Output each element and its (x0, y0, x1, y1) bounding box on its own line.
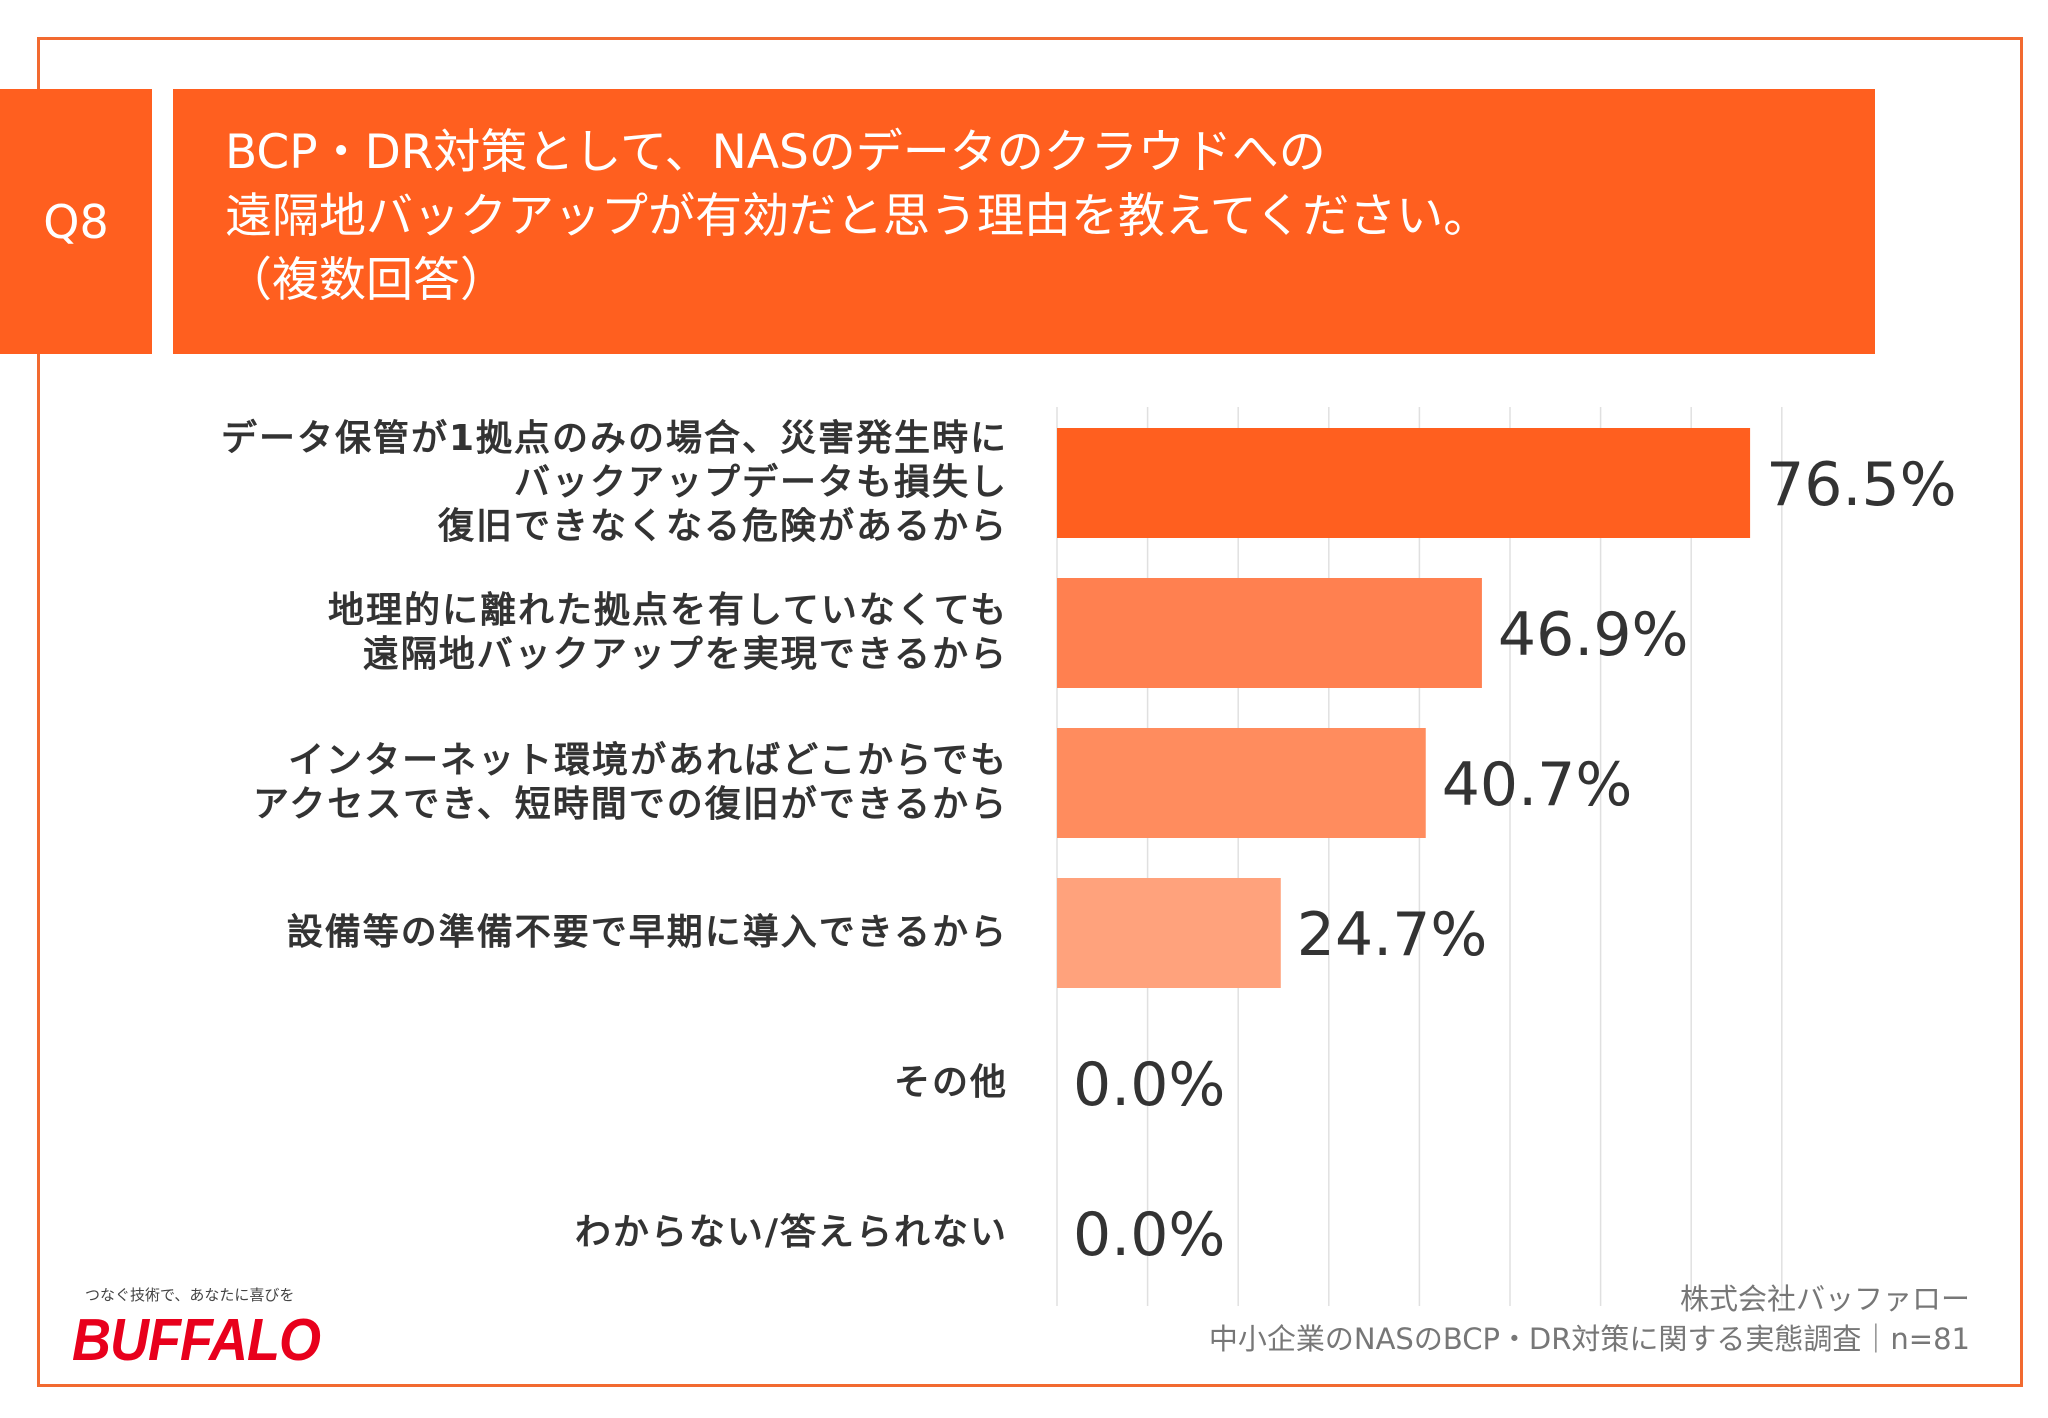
value-label: 40.7% (1442, 750, 1633, 820)
category-label-line: 遠隔地バックアップを実現できるから (362, 634, 1008, 675)
value-label: 46.9% (1498, 600, 1689, 670)
question-number: Q8 (0, 89, 152, 354)
footer-survey: 中小企業のNASのBCP・DR対策に関する実態調査｜n=81 (1208, 1322, 1970, 1356)
bar (1057, 878, 1281, 988)
category-label-line: アクセスでき、短時間での復旧ができるから (253, 784, 1008, 825)
category-label-line: インターネット環境があればどこからでも (288, 740, 1008, 781)
category-label-line: データ保管が1拠点のみの場合、災害発生時に (220, 418, 1008, 459)
category-label: 地理的に離れた拠点を有していなくても 遠隔地バックアップを実現できるから (328, 589, 1008, 677)
bar (1057, 728, 1426, 838)
question-title: BCP・DR対策として、NASのデータのクラウドへの 遠隔地バックアップが有効だ… (173, 89, 1875, 354)
value-label: 0.0% (1073, 1200, 1225, 1270)
title-line: 遠隔地バックアップが有効だと思う理由を教えてください。 (225, 189, 1491, 244)
category-label-line: 地理的に離れた拠点を有していなくても (327, 590, 1008, 631)
category-label: インターネット環境があればどこからでも アクセスでき、短時間での復旧ができるから (253, 739, 1008, 827)
category-label: 設備等の準備不要で早期に導入できるから (287, 911, 1008, 955)
category-label-line: 復旧できなくなる危険があるから (437, 506, 1008, 547)
category-label: データ保管が1拠点のみの場合、災害発生時に バックアップデータも損失し 復旧できなく… (221, 417, 1008, 549)
category-label: わからない/答えられない (575, 1211, 1008, 1255)
bar (1057, 578, 1482, 688)
title-line: BCP・DR対策として、NASのデータのクラウドへの (225, 125, 1326, 180)
category-label-line: その他 (893, 1062, 1008, 1103)
outer-frame (37, 37, 2023, 1387)
category-label: その他 (894, 1061, 1008, 1105)
bar (1057, 428, 1751, 538)
value-label: 76.5% (1766, 450, 1957, 520)
value-label: 24.7% (1297, 900, 1488, 970)
category-label-line: わからない/答えられない (574, 1212, 1008, 1253)
category-label-line: 設備等の準備不要で早期に導入できるから (286, 912, 1008, 953)
buffalo-logo: BUFFALO (72, 1307, 321, 1374)
logo-tagline: つなぐ技術で、あなたに喜びを (85, 1286, 295, 1304)
category-label-line: バックアップデータも損失し (513, 462, 1008, 503)
value-label: 0.0% (1073, 1050, 1225, 1120)
title-line: （複数回答） (225, 253, 507, 308)
footer-company: 株式会社バッファロー (1679, 1282, 1970, 1316)
